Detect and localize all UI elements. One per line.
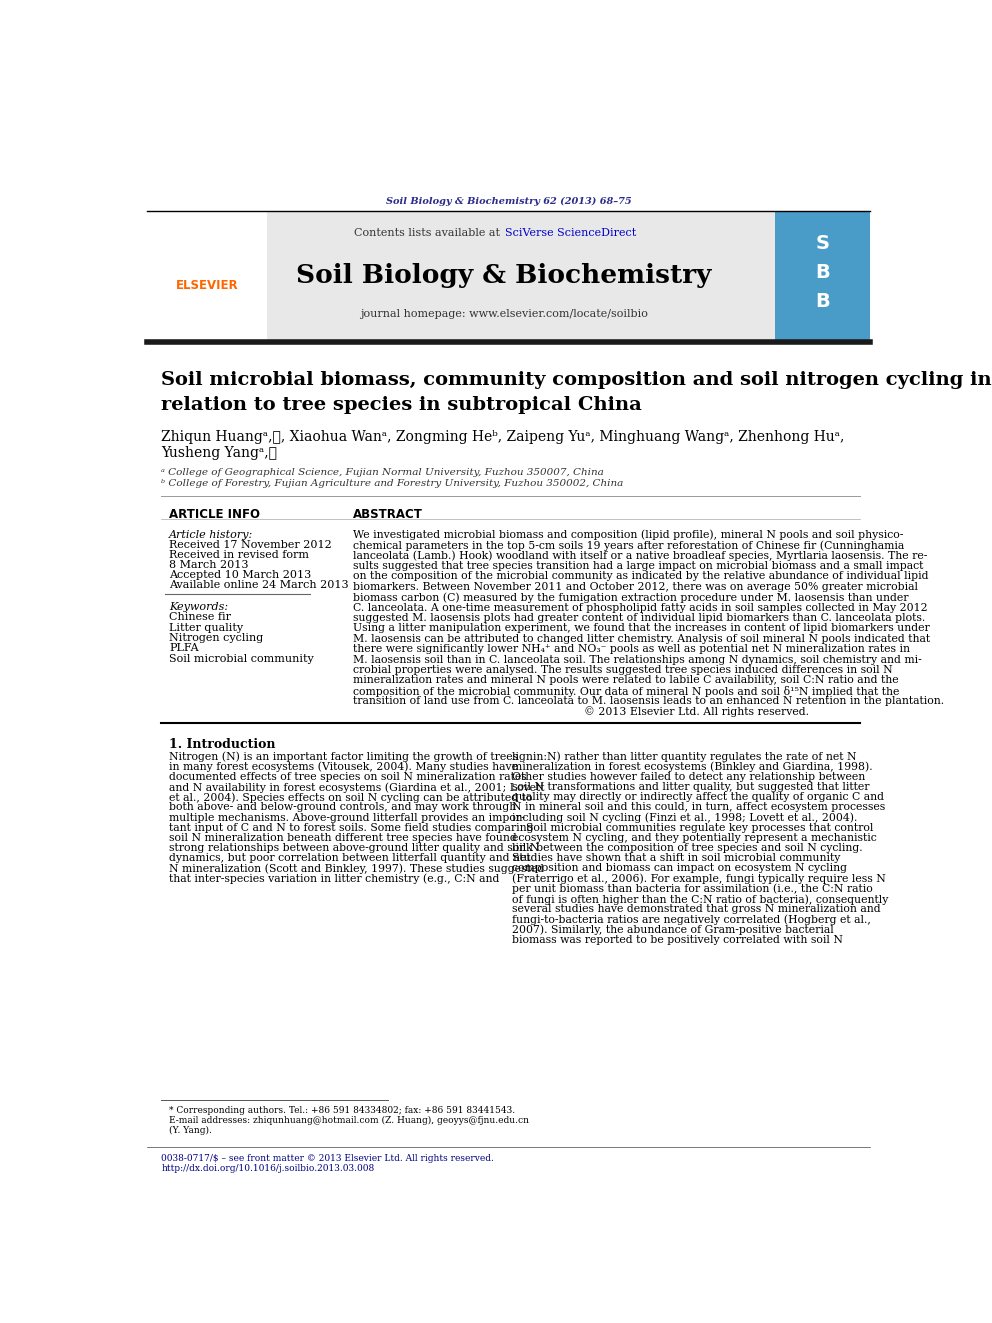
Text: lignin:N) rather than litter quantity regulates the rate of net N: lignin:N) rather than litter quantity re…	[512, 751, 856, 762]
Text: © 2013 Elsevier Ltd. All rights reserved.: © 2013 Elsevier Ltd. All rights reserved…	[352, 706, 808, 717]
Text: link between the composition of tree species and soil N cycling.: link between the composition of tree spe…	[512, 843, 862, 853]
Text: Studies have shown that a shift in soil microbial community: Studies have shown that a shift in soil …	[512, 853, 840, 864]
Text: Received 17 November 2012: Received 17 November 2012	[169, 540, 331, 550]
Text: journal homepage: www.elsevier.com/locate/soilbio: journal homepage: www.elsevier.com/locat…	[360, 308, 648, 319]
Text: Article history:: Article history:	[169, 531, 253, 540]
Text: transition of land use from C. lanceolata to M. laosensis leads to an enhanced N: transition of land use from C. lanceolat…	[352, 696, 943, 706]
Text: B: B	[814, 263, 829, 282]
Text: multiple mechanisms. Above-ground litterfall provides an impor-: multiple mechanisms. Above-ground litter…	[169, 812, 525, 823]
Text: that inter-species variation in litter chemistry (e.g., C:N and: that inter-species variation in litter c…	[169, 873, 499, 884]
Text: both above- and below-ground controls, and may work through: both above- and below-ground controls, a…	[169, 803, 516, 812]
Text: Nitrogen cycling: Nitrogen cycling	[169, 634, 263, 643]
Text: (Fraterrigo et al., 2006). For example, fungi typically require less N: (Fraterrigo et al., 2006). For example, …	[512, 873, 885, 884]
Text: biomarkers. Between November 2011 and October 2012, there was on average 50% gre: biomarkers. Between November 2011 and Oc…	[352, 582, 918, 591]
Text: relation to tree species in subtropical China: relation to tree species in subtropical …	[161, 396, 642, 414]
Text: mineralization in forest ecosystems (Binkley and Giardina, 1998).: mineralization in forest ecosystems (Bin…	[512, 762, 872, 773]
Text: per unit biomass than bacteria for assimilation (i.e., the C:N ratio: per unit biomass than bacteria for assim…	[512, 884, 872, 894]
Text: several studies have demonstrated that gross N mineralization and: several studies have demonstrated that g…	[512, 904, 880, 914]
Text: composition of the microbial community. Our data of mineral N pools and soil δ¹⁵: composition of the microbial community. …	[352, 685, 899, 697]
Text: biomass was reported to be positively correlated with soil N: biomass was reported to be positively co…	[512, 934, 842, 945]
Text: Accepted 10 March 2013: Accepted 10 March 2013	[169, 570, 311, 579]
Text: ᵇ College of Forestry, Fujian Agriculture and Forestry University, Fuzhou 350002: ᵇ College of Forestry, Fujian Agricultur…	[161, 479, 623, 488]
Text: E-mail addresses: zhiqunhuang@hotmail.com (Z. Huang), geoyys@fjnu.edu.cn: E-mail addresses: zhiqunhuang@hotmail.co…	[169, 1115, 529, 1125]
Text: N mineralization (Scott and Binkley, 1997). These studies suggested: N mineralization (Scott and Binkley, 199…	[169, 864, 544, 875]
Text: there were significantly lower NH₄⁺ and NO₃⁻ pools as well as potential net N mi: there were significantly lower NH₄⁺ and …	[352, 644, 910, 655]
Bar	[147, 212, 268, 340]
Text: Keywords:: Keywords:	[169, 602, 228, 613]
Text: and N availability in forest ecosystems (Giardina et al., 2001; Lovett: and N availability in forest ecosystems …	[169, 782, 545, 792]
Text: Contents lists available at: Contents lists available at	[354, 228, 504, 238]
Text: M. laosensis can be attributed to changed litter chemistry. Analysis of soil min: M. laosensis can be attributed to change…	[352, 634, 930, 644]
Text: ᵃ College of Geographical Science, Fujian Normal University, Fuzhou 350007, Chin: ᵃ College of Geographical Science, Fujia…	[161, 468, 604, 478]
Text: fungi-to-bacteria ratios are negatively correlated (Hogberg et al.,: fungi-to-bacteria ratios are negatively …	[512, 914, 870, 925]
Text: Soil microbial biomass, community composition and soil nitrogen cycling in: Soil microbial biomass, community compos…	[161, 370, 992, 389]
Text: in many forest ecosystems (Vitousek, 2004). Many studies have: in many forest ecosystems (Vitousek, 200…	[169, 762, 518, 773]
Text: Soil microbial community: Soil microbial community	[169, 654, 313, 664]
Text: dynamics, but poor correlation between litterfall quantity and net: dynamics, but poor correlation between l…	[169, 853, 531, 864]
Text: soil N transformations and litter quality, but suggested that litter: soil N transformations and litter qualit…	[512, 782, 869, 792]
Text: Litter quality: Litter quality	[169, 623, 243, 632]
Text: B: B	[814, 292, 829, 311]
Text: SciVerse ScienceDirect: SciVerse ScienceDirect	[505, 228, 636, 238]
Text: http://dx.doi.org/10.1016/j.soilbio.2013.03.008: http://dx.doi.org/10.1016/j.soilbio.2013…	[161, 1164, 374, 1172]
Text: 8 March 2013: 8 March 2013	[169, 560, 248, 570]
Text: ABSTRACT: ABSTRACT	[352, 508, 423, 520]
Bar	[147, 212, 775, 340]
Bar	[775, 212, 870, 340]
Text: Using a litter manipulation experiment, we found that the increases in content o: Using a litter manipulation experiment, …	[352, 623, 930, 634]
Text: et al., 2004). Species effects on soil N cycling can be attributed to: et al., 2004). Species effects on soil N…	[169, 792, 533, 803]
Text: quality may directly or indirectly affect the quality of organic C and: quality may directly or indirectly affec…	[512, 792, 884, 802]
Text: Soil Biology & Biochemistry: Soil Biology & Biochemistry	[296, 263, 711, 287]
Text: Zhiqun Huangᵃ,⋆, Xiaohua Wanᵃ, Zongming Heᵇ, Zaipeng Yuᵃ, Minghuang Wangᵃ, Zhenh: Zhiqun Huangᵃ,⋆, Xiaohua Wanᵃ, Zongming …	[161, 430, 844, 443]
Text: N in mineral soil and this could, in turn, affect ecosystem processes: N in mineral soil and this could, in tur…	[512, 803, 885, 812]
Text: soil N mineralization beneath different tree species have found: soil N mineralization beneath different …	[169, 833, 517, 843]
Text: Other studies however failed to detect any relationship between: Other studies however failed to detect a…	[512, 773, 865, 782]
Text: Soil microbial communities regulate key processes that control: Soil microbial communities regulate key …	[512, 823, 873, 832]
Text: chemical parameters in the top 5-cm soils 19 years after reforestation of Chines: chemical parameters in the top 5-cm soil…	[352, 540, 904, 550]
Text: C. lanceolata. A one-time measurement of phospholipid fatty acids in soil sample: C. lanceolata. A one-time measurement of…	[352, 603, 928, 613]
Text: Available online 24 March 2013: Available online 24 March 2013	[169, 579, 348, 590]
Text: lanceolata (Lamb.) Hook) woodland with itself or a native broadleaf species, Myr: lanceolata (Lamb.) Hook) woodland with i…	[352, 550, 927, 561]
Text: of fungi is often higher than the C:N ratio of bacteria), consequently: of fungi is often higher than the C:N ra…	[512, 894, 888, 905]
Text: crobial properties were analysed. The results suggested tree species induced dif: crobial properties were analysed. The re…	[352, 665, 892, 675]
Text: suggested M. laosensis plots had greater content of individual lipid biomarkers : suggested M. laosensis plots had greater…	[352, 613, 925, 623]
Text: on the composition of the microbial community as indicated by the relative abund: on the composition of the microbial comm…	[352, 572, 929, 582]
Text: tant input of C and N to forest soils. Some field studies comparing: tant input of C and N to forest soils. S…	[169, 823, 534, 832]
Text: 0038-0717/$ – see front matter © 2013 Elsevier Ltd. All rights reserved.: 0038-0717/$ – see front matter © 2013 El…	[161, 1154, 494, 1163]
Text: (Y. Yang).: (Y. Yang).	[169, 1126, 212, 1135]
Text: Nitrogen (N) is an important factor limiting the growth of trees: Nitrogen (N) is an important factor limi…	[169, 751, 518, 762]
Text: strong relationships between above-ground litter quality and soil N: strong relationships between above-groun…	[169, 843, 540, 853]
Text: ARTICLE INFO: ARTICLE INFO	[169, 508, 260, 520]
Text: sults suggested that tree species transition had a large impact on microbial bio: sults suggested that tree species transi…	[352, 561, 923, 572]
Text: Soil Biology & Biochemistry 62 (2013) 68–75: Soil Biology & Biochemistry 62 (2013) 68…	[386, 197, 631, 206]
Text: S: S	[815, 234, 829, 253]
Text: Received in revised form: Received in revised form	[169, 550, 309, 560]
Text: 1. Introduction: 1. Introduction	[169, 738, 276, 750]
Text: including soil N cycling (Finzi et al., 1998; Lovett et al., 2004).: including soil N cycling (Finzi et al., …	[512, 812, 857, 823]
Text: M. laosensis soil than in C. lanceolata soil. The relationships among N dynamics: M. laosensis soil than in C. lanceolata …	[352, 655, 922, 664]
Text: ELSEVIER: ELSEVIER	[176, 279, 238, 292]
Text: PLFA: PLFA	[169, 643, 198, 654]
Text: documented effects of tree species on soil N mineralization rates: documented effects of tree species on so…	[169, 773, 527, 782]
Text: We investigated microbial biomass and composition (lipid profile), mineral N poo: We investigated microbial biomass and co…	[352, 531, 903, 541]
Text: biomass carbon (C) measured by the fumigation extraction procedure under M. laos: biomass carbon (C) measured by the fumig…	[352, 593, 908, 603]
Text: Chinese fir: Chinese fir	[169, 613, 231, 622]
Text: composition and biomass can impact on ecosystem N cycling: composition and biomass can impact on ec…	[512, 864, 846, 873]
Text: * Corresponding authors. Tel.: +86 591 84334802; fax: +86 591 83441543.: * Corresponding authors. Tel.: +86 591 8…	[169, 1106, 515, 1115]
Text: ecosystem N cycling, and they potentially represent a mechanistic: ecosystem N cycling, and they potentiall…	[512, 833, 876, 843]
Text: mineralization rates and mineral N pools were related to labile C availability, : mineralization rates and mineral N pools…	[352, 676, 898, 685]
Text: 2007). Similarly, the abundance of Gram-positive bacterial: 2007). Similarly, the abundance of Gram-…	[512, 925, 833, 935]
Text: Yusheng Yangᵃ,⋆: Yusheng Yangᵃ,⋆	[161, 446, 277, 460]
